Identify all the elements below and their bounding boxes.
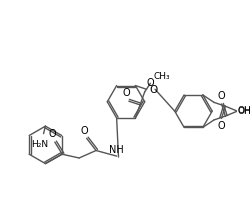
- Text: O: O: [218, 121, 225, 131]
- Text: O: O: [122, 88, 130, 98]
- Text: H₂N: H₂N: [31, 140, 48, 149]
- Text: OH: OH: [237, 106, 251, 115]
- Text: O: O: [218, 91, 225, 101]
- Text: NH: NH: [109, 145, 124, 155]
- Text: O: O: [147, 78, 154, 88]
- Text: CH₃: CH₃: [153, 72, 170, 81]
- Text: O: O: [149, 85, 158, 95]
- Text: O: O: [48, 129, 56, 139]
- Text: OH: OH: [237, 107, 251, 116]
- Text: O: O: [80, 125, 88, 136]
